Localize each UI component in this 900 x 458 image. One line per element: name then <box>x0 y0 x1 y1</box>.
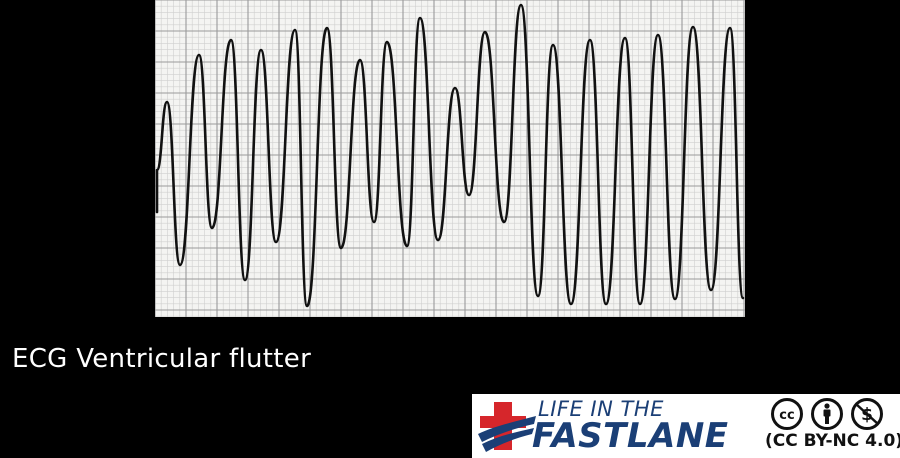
ecg-trace <box>155 3 745 308</box>
medical-cross-logo-icon <box>478 402 536 452</box>
brand-line-2: FASTLANE <box>532 416 729 456</box>
license-label: (CC BY-NC 4.0) <box>765 431 900 451</box>
cc-icon: cc <box>771 398 803 430</box>
cc-license-icons: cc $ <box>771 398 883 430</box>
svg-text:cc: cc <box>779 408 794 423</box>
ecg-strip-image <box>155 0 745 317</box>
by-person-icon <box>811 398 843 430</box>
non-commercial-icon: $ <box>851 398 883 430</box>
lifl-logo-banner: LIFE IN THE FASTLANE cc $ (CC BY-NC 4.0) <box>472 394 900 458</box>
brand-line-1: LIFE IN THE <box>538 397 664 421</box>
image-caption: ECG Ventricular flutter <box>12 344 312 374</box>
